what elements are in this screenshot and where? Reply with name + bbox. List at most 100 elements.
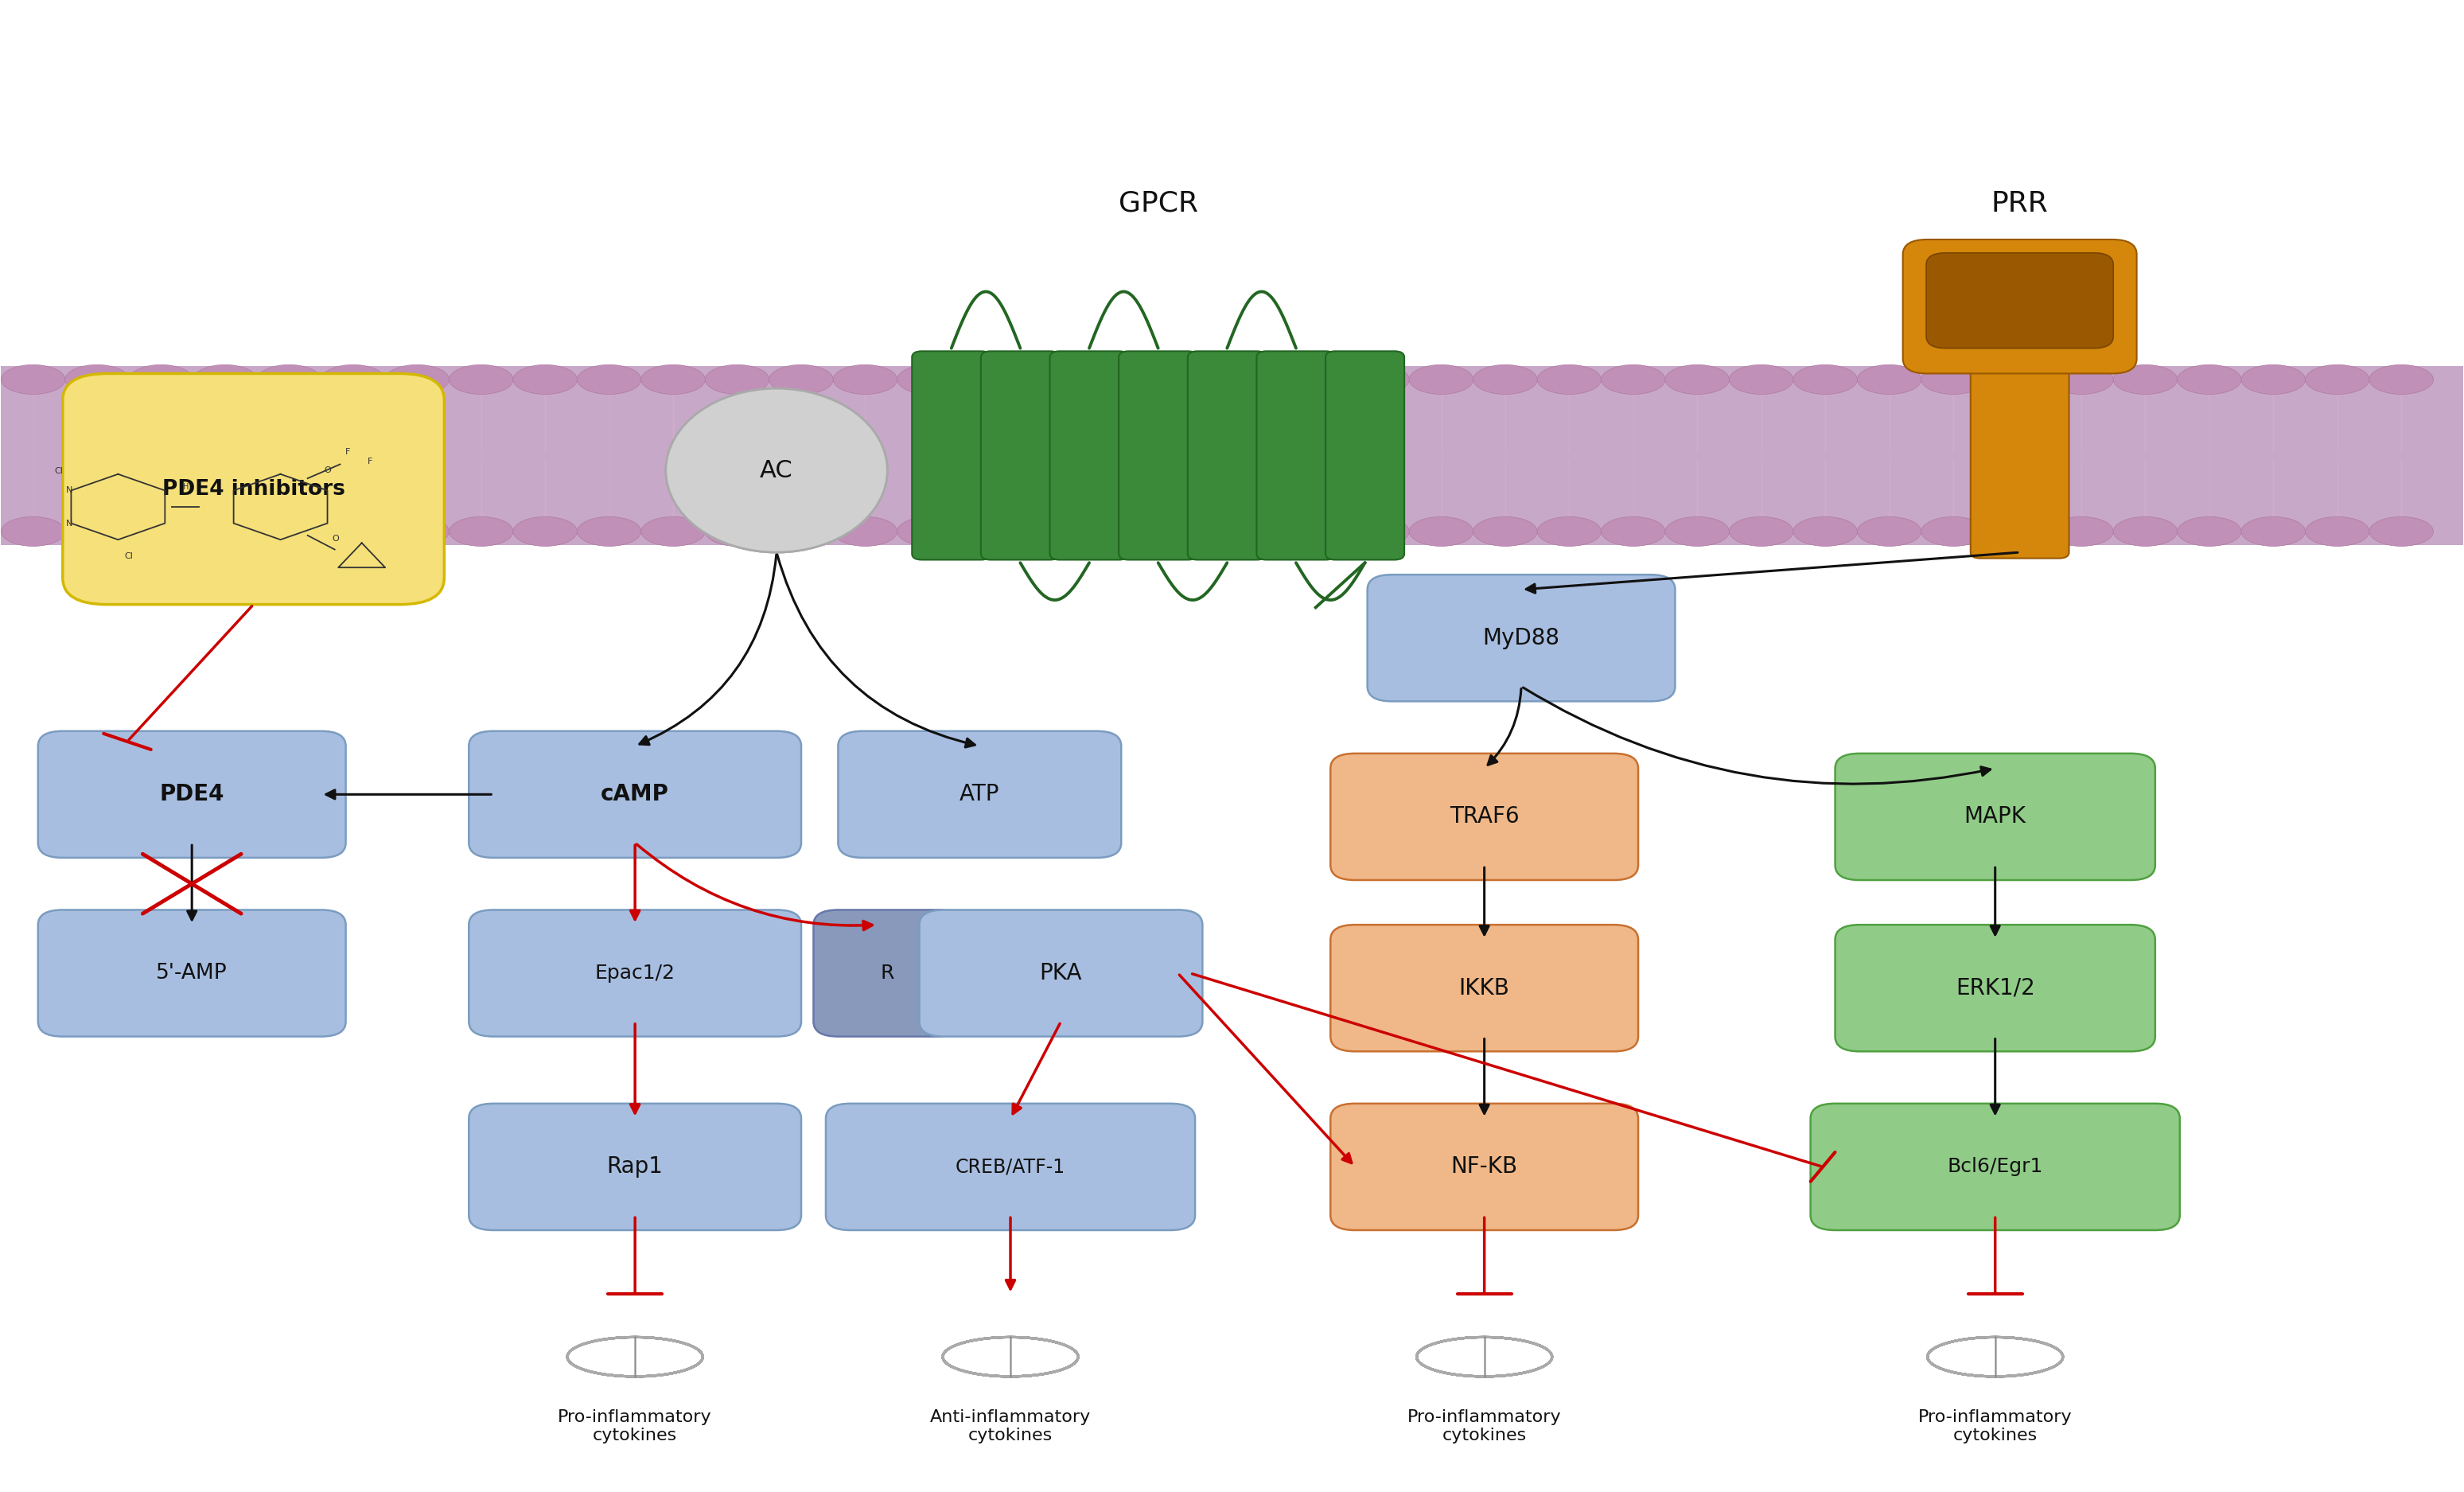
Text: R: R <box>880 964 894 983</box>
FancyBboxPatch shape <box>1836 925 2156 1052</box>
Text: N: N <box>67 519 71 527</box>
FancyBboxPatch shape <box>37 910 345 1037</box>
Text: TRAF6: TRAF6 <box>1449 806 1520 828</box>
FancyBboxPatch shape <box>912 351 991 560</box>
Ellipse shape <box>1666 516 1730 546</box>
Ellipse shape <box>64 516 128 546</box>
Ellipse shape <box>448 364 513 394</box>
Text: O: O <box>323 466 330 474</box>
Text: F: F <box>345 448 350 457</box>
Ellipse shape <box>1409 516 1473 546</box>
FancyBboxPatch shape <box>1331 1104 1639 1231</box>
Ellipse shape <box>1025 364 1089 394</box>
FancyBboxPatch shape <box>1927 252 2114 348</box>
Ellipse shape <box>1025 516 1089 546</box>
FancyBboxPatch shape <box>1188 351 1266 560</box>
Text: GPCR: GPCR <box>1119 189 1198 218</box>
Ellipse shape <box>1730 516 1794 546</box>
Ellipse shape <box>1217 516 1281 546</box>
Ellipse shape <box>833 516 897 546</box>
FancyBboxPatch shape <box>62 373 444 604</box>
Ellipse shape <box>1730 364 1794 394</box>
Ellipse shape <box>1858 516 1922 546</box>
Ellipse shape <box>513 516 577 546</box>
FancyBboxPatch shape <box>1257 351 1335 560</box>
Text: AC: AC <box>759 460 793 482</box>
Ellipse shape <box>1409 364 1473 394</box>
FancyBboxPatch shape <box>1331 753 1639 880</box>
Text: Anti-inflammatory
cytokines: Anti-inflammatory cytokines <box>929 1408 1092 1443</box>
Text: ERK1/2: ERK1/2 <box>1956 977 2035 1000</box>
Ellipse shape <box>1089 364 1153 394</box>
Ellipse shape <box>1345 364 1409 394</box>
Ellipse shape <box>1986 516 2050 546</box>
Text: Pro-inflammatory
cytokines: Pro-inflammatory cytokines <box>557 1408 712 1443</box>
Ellipse shape <box>128 364 192 394</box>
Ellipse shape <box>64 364 128 394</box>
Ellipse shape <box>705 516 769 546</box>
Ellipse shape <box>1473 516 1538 546</box>
Text: CREB/ATF-1: CREB/ATF-1 <box>956 1158 1064 1176</box>
Ellipse shape <box>384 364 448 394</box>
FancyBboxPatch shape <box>1050 351 1129 560</box>
Ellipse shape <box>1666 364 1730 394</box>
Ellipse shape <box>1602 364 1666 394</box>
Ellipse shape <box>1922 516 1986 546</box>
Text: Pro-inflammatory
cytokines: Pro-inflammatory cytokines <box>1917 1408 2072 1443</box>
Ellipse shape <box>1089 516 1153 546</box>
Ellipse shape <box>2306 516 2370 546</box>
Ellipse shape <box>1345 516 1409 546</box>
Ellipse shape <box>577 364 641 394</box>
Text: H: H <box>182 482 190 491</box>
FancyBboxPatch shape <box>981 351 1060 560</box>
Ellipse shape <box>1538 364 1602 394</box>
Text: F: F <box>367 458 372 466</box>
Text: PDE4: PDE4 <box>160 783 224 806</box>
Text: MyD88: MyD88 <box>1483 627 1560 649</box>
Text: NF-KB: NF-KB <box>1451 1156 1518 1179</box>
Ellipse shape <box>1794 516 1858 546</box>
FancyBboxPatch shape <box>813 910 961 1037</box>
Ellipse shape <box>1153 516 1217 546</box>
FancyBboxPatch shape <box>468 731 801 858</box>
FancyBboxPatch shape <box>1836 753 2156 880</box>
Ellipse shape <box>2050 364 2114 394</box>
Ellipse shape <box>2242 364 2306 394</box>
FancyBboxPatch shape <box>1971 352 2070 558</box>
Ellipse shape <box>2050 516 2114 546</box>
Ellipse shape <box>2114 516 2178 546</box>
Text: ATP: ATP <box>958 783 1000 806</box>
Text: cAMP: cAMP <box>601 783 670 806</box>
Ellipse shape <box>1922 364 1986 394</box>
FancyBboxPatch shape <box>1119 351 1198 560</box>
Text: Epac1/2: Epac1/2 <box>594 964 675 983</box>
Ellipse shape <box>448 516 513 546</box>
Ellipse shape <box>897 364 961 394</box>
FancyBboxPatch shape <box>1326 351 1404 560</box>
FancyBboxPatch shape <box>1811 1104 2181 1231</box>
Ellipse shape <box>1281 364 1345 394</box>
Ellipse shape <box>192 516 256 546</box>
Ellipse shape <box>128 516 192 546</box>
Text: N: N <box>67 486 71 494</box>
Ellipse shape <box>2114 364 2178 394</box>
Text: 5'-AMP: 5'-AMP <box>155 962 227 983</box>
FancyBboxPatch shape <box>825 1104 1195 1231</box>
Text: Cl: Cl <box>126 552 133 560</box>
Ellipse shape <box>256 516 320 546</box>
Ellipse shape <box>897 516 961 546</box>
Text: Bcl6/Egr1: Bcl6/Egr1 <box>1947 1158 2043 1176</box>
Ellipse shape <box>513 364 577 394</box>
Text: PRR: PRR <box>1991 189 2048 218</box>
Bar <box>0 366 2464 545</box>
FancyBboxPatch shape <box>838 731 1121 858</box>
Ellipse shape <box>1473 364 1538 394</box>
Ellipse shape <box>1153 364 1217 394</box>
Ellipse shape <box>2370 516 2434 546</box>
Ellipse shape <box>2178 364 2242 394</box>
FancyBboxPatch shape <box>1902 240 2136 373</box>
FancyBboxPatch shape <box>919 910 1202 1037</box>
Ellipse shape <box>2242 516 2306 546</box>
Text: PKA: PKA <box>1040 962 1082 985</box>
Ellipse shape <box>961 516 1025 546</box>
